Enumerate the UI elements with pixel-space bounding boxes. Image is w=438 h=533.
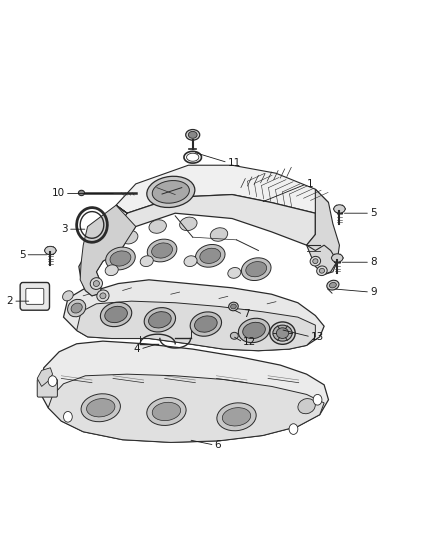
Ellipse shape — [310, 256, 321, 266]
Ellipse shape — [149, 220, 166, 233]
Text: 2: 2 — [7, 296, 13, 306]
FancyBboxPatch shape — [26, 288, 44, 304]
Ellipse shape — [231, 304, 236, 309]
Text: 12: 12 — [243, 337, 256, 347]
Ellipse shape — [180, 217, 197, 231]
Polygon shape — [64, 280, 324, 351]
Ellipse shape — [332, 254, 343, 262]
Polygon shape — [79, 195, 315, 296]
Ellipse shape — [194, 316, 217, 332]
Ellipse shape — [93, 280, 99, 287]
Polygon shape — [48, 374, 324, 442]
Ellipse shape — [106, 247, 135, 270]
Text: 1: 1 — [307, 179, 313, 189]
Ellipse shape — [188, 132, 197, 138]
Ellipse shape — [90, 278, 102, 289]
Ellipse shape — [105, 265, 118, 276]
Ellipse shape — [186, 130, 200, 140]
Ellipse shape — [87, 399, 115, 417]
Text: 10: 10 — [52, 189, 65, 198]
Ellipse shape — [270, 322, 295, 344]
Ellipse shape — [195, 245, 225, 267]
Circle shape — [289, 424, 298, 434]
Ellipse shape — [100, 302, 132, 327]
Ellipse shape — [313, 259, 318, 264]
Ellipse shape — [110, 251, 131, 266]
Ellipse shape — [276, 328, 289, 338]
Ellipse shape — [100, 293, 106, 299]
Ellipse shape — [223, 408, 251, 426]
Ellipse shape — [334, 205, 345, 213]
Ellipse shape — [144, 308, 176, 332]
Circle shape — [64, 411, 72, 422]
Ellipse shape — [152, 181, 189, 203]
Text: 3: 3 — [61, 224, 68, 234]
Text: 4: 4 — [134, 344, 140, 354]
Polygon shape — [80, 205, 136, 296]
Ellipse shape — [97, 290, 109, 302]
Ellipse shape — [148, 312, 171, 328]
Text: 7: 7 — [243, 310, 250, 319]
Polygon shape — [77, 301, 315, 351]
Ellipse shape — [228, 268, 241, 278]
Ellipse shape — [67, 300, 86, 317]
Ellipse shape — [140, 256, 153, 266]
FancyBboxPatch shape — [37, 379, 57, 397]
Ellipse shape — [200, 248, 221, 263]
Ellipse shape — [147, 176, 195, 207]
Text: 8: 8 — [370, 257, 377, 267]
Ellipse shape — [327, 280, 339, 290]
Circle shape — [313, 394, 322, 405]
Ellipse shape — [317, 266, 327, 276]
Ellipse shape — [63, 291, 73, 301]
Ellipse shape — [152, 402, 180, 421]
Text: 11: 11 — [228, 158, 241, 167]
Ellipse shape — [229, 302, 238, 311]
Text: 5: 5 — [370, 208, 377, 218]
Ellipse shape — [184, 256, 197, 266]
Ellipse shape — [298, 399, 315, 414]
Ellipse shape — [319, 268, 325, 273]
Ellipse shape — [105, 306, 127, 322]
Polygon shape — [39, 341, 329, 442]
Ellipse shape — [71, 303, 82, 313]
Ellipse shape — [230, 333, 238, 340]
Text: 6: 6 — [215, 440, 221, 450]
FancyBboxPatch shape — [20, 282, 49, 310]
Ellipse shape — [147, 239, 177, 262]
Ellipse shape — [120, 230, 138, 244]
Circle shape — [48, 376, 57, 386]
Ellipse shape — [81, 394, 120, 422]
Ellipse shape — [238, 318, 270, 343]
Ellipse shape — [45, 246, 56, 255]
Ellipse shape — [217, 403, 256, 431]
Ellipse shape — [273, 325, 292, 341]
Text: 13: 13 — [311, 332, 324, 342]
Text: 9: 9 — [370, 287, 377, 297]
Polygon shape — [116, 165, 328, 213]
Ellipse shape — [329, 282, 336, 288]
Ellipse shape — [152, 243, 173, 258]
Ellipse shape — [243, 322, 265, 338]
Ellipse shape — [147, 398, 186, 425]
Ellipse shape — [246, 262, 267, 277]
Text: 5: 5 — [19, 250, 25, 260]
Ellipse shape — [241, 258, 271, 280]
Ellipse shape — [210, 228, 228, 241]
Polygon shape — [307, 189, 339, 274]
Ellipse shape — [78, 190, 85, 196]
Polygon shape — [37, 368, 53, 386]
Ellipse shape — [190, 312, 222, 336]
